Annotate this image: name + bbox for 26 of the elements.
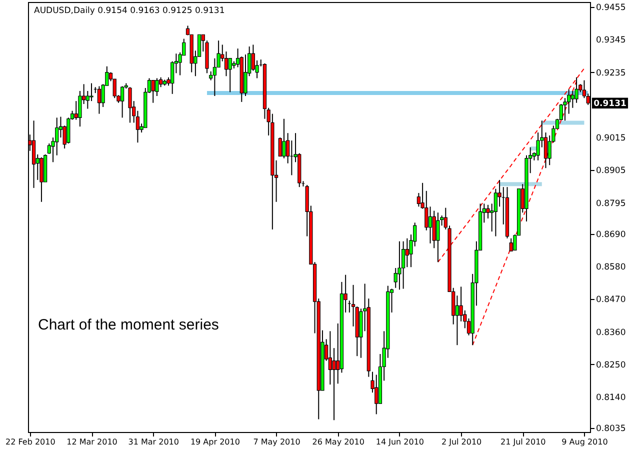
- y-tick-label: 0.8360: [596, 328, 626, 338]
- x-tick-label: 31 Mar 2010: [128, 438, 179, 446]
- y-tick-label: 0.9455: [596, 3, 626, 14]
- y-tick-label: 0.9235: [596, 68, 626, 78]
- text: 0.9131: [594, 99, 626, 110]
- annotation: Chart of the moment series: [38, 316, 219, 334]
- chart-title: AUDUSD,Daily 0.9154 0.9163 0.9125 0.9131: [34, 6, 225, 16]
- y-tick-label: 0.8690: [596, 230, 626, 240]
- y-tick-label: 0.8580: [596, 262, 626, 273]
- x-tick-label: 26 May 2010: [312, 438, 364, 446]
- y-tick-label: 0.8250: [596, 360, 626, 370]
- x-tick-label: 21 Jul 2010: [500, 438, 546, 446]
- y-tick-label: 0.8470: [596, 295, 626, 306]
- y-tick-label: 0.8905: [596, 166, 626, 176]
- x-tick-label: 12 Mar 2010: [66, 438, 118, 446]
- y-tick-label: 0.8140: [596, 393, 626, 404]
- y-tick-label: 0.8035: [596, 424, 626, 434]
- x-tick-label: 22 Feb 2010: [6, 438, 56, 446]
- y-tick-label: 0.9015: [596, 134, 626, 144]
- x-tick-label: 2 Jul 2010: [441, 438, 482, 446]
- y-tick-label: 0.9345: [596, 36, 626, 46]
- x-tick-label: 19 Apr 2010: [190, 438, 240, 446]
- x-tick-label: 7 May 2010: [253, 438, 300, 446]
- x-tick-label: 9 Aug 2010: [562, 438, 608, 446]
- x-tick-label: 14 Jun 2010: [376, 438, 424, 446]
- y-tick-label: 0.8795: [596, 198, 626, 209]
